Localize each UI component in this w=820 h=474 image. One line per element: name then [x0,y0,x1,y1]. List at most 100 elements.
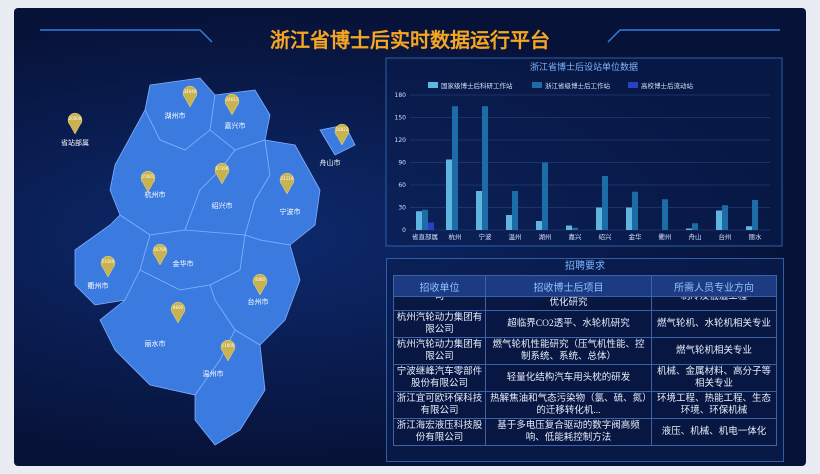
pin-value: 34040 [184,89,197,94]
legend-label: 浙江省级博士后工作站 [545,81,611,90]
x-tick-label: 杭州 [449,232,462,241]
table-header: 招收单位 招收博士后项目 所需人员专业方向 [393,275,777,297]
region-label: 金华市 [173,259,194,268]
legend-swatch [532,82,542,88]
y-tick-label: 150 [395,115,407,122]
table-cell: 司 [393,297,486,311]
x-tick-label: 丽水 [749,232,763,241]
table-cell: 新能源电动汽车热泵空调膨胀阀性能优化研究 [485,297,652,311]
bar [746,226,752,230]
pin-value: 11600 [222,343,235,348]
legend-swatch [428,82,438,88]
map-pin [224,93,240,116]
bar [482,106,488,230]
y-tick-label: 30 [398,205,406,212]
x-tick-label: 绍兴 [599,232,613,241]
bar [596,207,602,230]
legend-label: 国家级博士后科研工作站 [441,81,513,90]
bar [422,209,428,230]
map-pin [279,172,295,195]
column-header: 招收单位 [393,275,486,297]
pin-value: 51560 [102,259,115,264]
map-pin [140,170,156,193]
region-label: 衢州市 [88,281,109,290]
bar [662,199,668,230]
pin-value: 16780 [154,247,167,252]
bar [752,200,758,230]
pin-value: 16822 [336,127,349,132]
x-tick-label: 宁波 [479,232,493,241]
region-label: 嘉兴市 [225,121,246,130]
bar [542,162,548,230]
region-label: 杭州市 [145,190,166,199]
region-label: 温州市 [203,369,224,378]
x-tick-label: 湖州 [539,232,552,241]
bar [716,210,722,230]
map-pin [67,112,83,135]
bar [416,211,422,230]
table-cell: 热解焦油和气态污染物（氯、硫、氮）的迁移转化机... [485,391,652,419]
x-tick-label: 省直部属 [412,232,438,241]
bar [476,191,482,230]
table-cell: 杭州汽轮动力集团有限公司 [393,310,486,338]
region-label: 台州市 [248,297,269,306]
table-cell: 杭州汽轮动力集团有限公司 [393,337,486,365]
pin-value: 15601 [142,174,155,179]
table-cell: 燃气轮机相关专业 [651,337,777,365]
bar [506,215,512,230]
pin-value: 4060 [255,277,266,282]
region-label: 舟山市 [320,158,341,167]
map-pin [252,273,268,296]
bar [428,222,434,230]
x-tick-label: 衢州 [659,232,672,241]
table-cell: 燃气轮机、水轮机相关专业 [651,310,777,338]
table-row: 浙江宜可欧环保科技有限公司 热解焦油和气态污染物（氯、硫、氮）的迁移转化机... 环… [393,391,777,419]
x-tick-label: 舟山 [689,232,702,241]
page-title: 浙江省博士后实时数据运行平台 [270,28,550,52]
table-cell: 浙江宜可欧环保科技有限公司 [393,391,486,419]
bar [512,191,518,230]
region-shape [194,329,266,446]
column-header: 所需人员专业方向 [651,275,777,297]
table-cell: 宁波继峰汽车零部件股份有限公司 [393,364,486,392]
bar [686,228,692,230]
bar [536,221,542,230]
y-tick-label: 0 [402,227,406,234]
pin-value: 8600 [173,305,184,310]
panel-title: 招聘要求 [565,261,605,272]
header-row: 招收单位 招收博士后项目 所需人员专业方向 [393,275,777,297]
column-header: 招收博士后项目 [485,275,652,297]
bar [452,106,458,230]
bar [692,223,698,230]
table-cell: 基于多电压复合驱动的数字阀高频响、低能耗控制方法 [485,418,652,446]
y-tick-label: 120 [395,137,407,144]
map-pin [334,123,350,146]
legend-label: 高校博士后流动站 [641,81,694,90]
y-tick-label: 60 [398,182,406,189]
map-pin [220,339,236,362]
pin-value: 67390 [216,166,229,171]
bar [722,205,728,230]
table-row: 宁波继峰汽车零部件股份有限公司 轻量化结构汽车用头枕的研发 机械、金属材料、高分子等… [393,364,777,392]
table-row: 杭州汽轮动力集团有限公司 燃气轮机性能研究（压气机性能、控制系统、系统、总体） 燃气… [393,337,777,365]
table-cell: 机械、金属材料、高分子等相关专业 [651,364,777,392]
map-pin [170,301,186,324]
region-label: 绍兴市 [212,201,233,210]
y-tick-label: 90 [398,160,406,167]
table-cell: 轻量化结构汽车用头枕的研发 [485,364,652,392]
y-tick-label: 180 [395,92,407,99]
chart-title: 浙江省博士后设站单位数据 [530,61,638,73]
pin-value: 20000 [69,116,82,121]
x-tick-label: 温州 [509,232,522,241]
map-pin [214,162,230,185]
table-cell: 超临界CO2透平、水轮机研究 [485,310,652,338]
x-tick-label: 嘉兴 [569,232,583,241]
table-row: 司新能源电动汽车热泵空调膨胀阀性能优化研究制冷及低温工程 [393,297,777,311]
map-pin [100,255,116,278]
title-decor [40,29,780,43]
decor-line [607,29,780,43]
table-cell: 环境工程、热能工程、生态环境、环保机械 [651,391,777,419]
bar [572,227,578,230]
